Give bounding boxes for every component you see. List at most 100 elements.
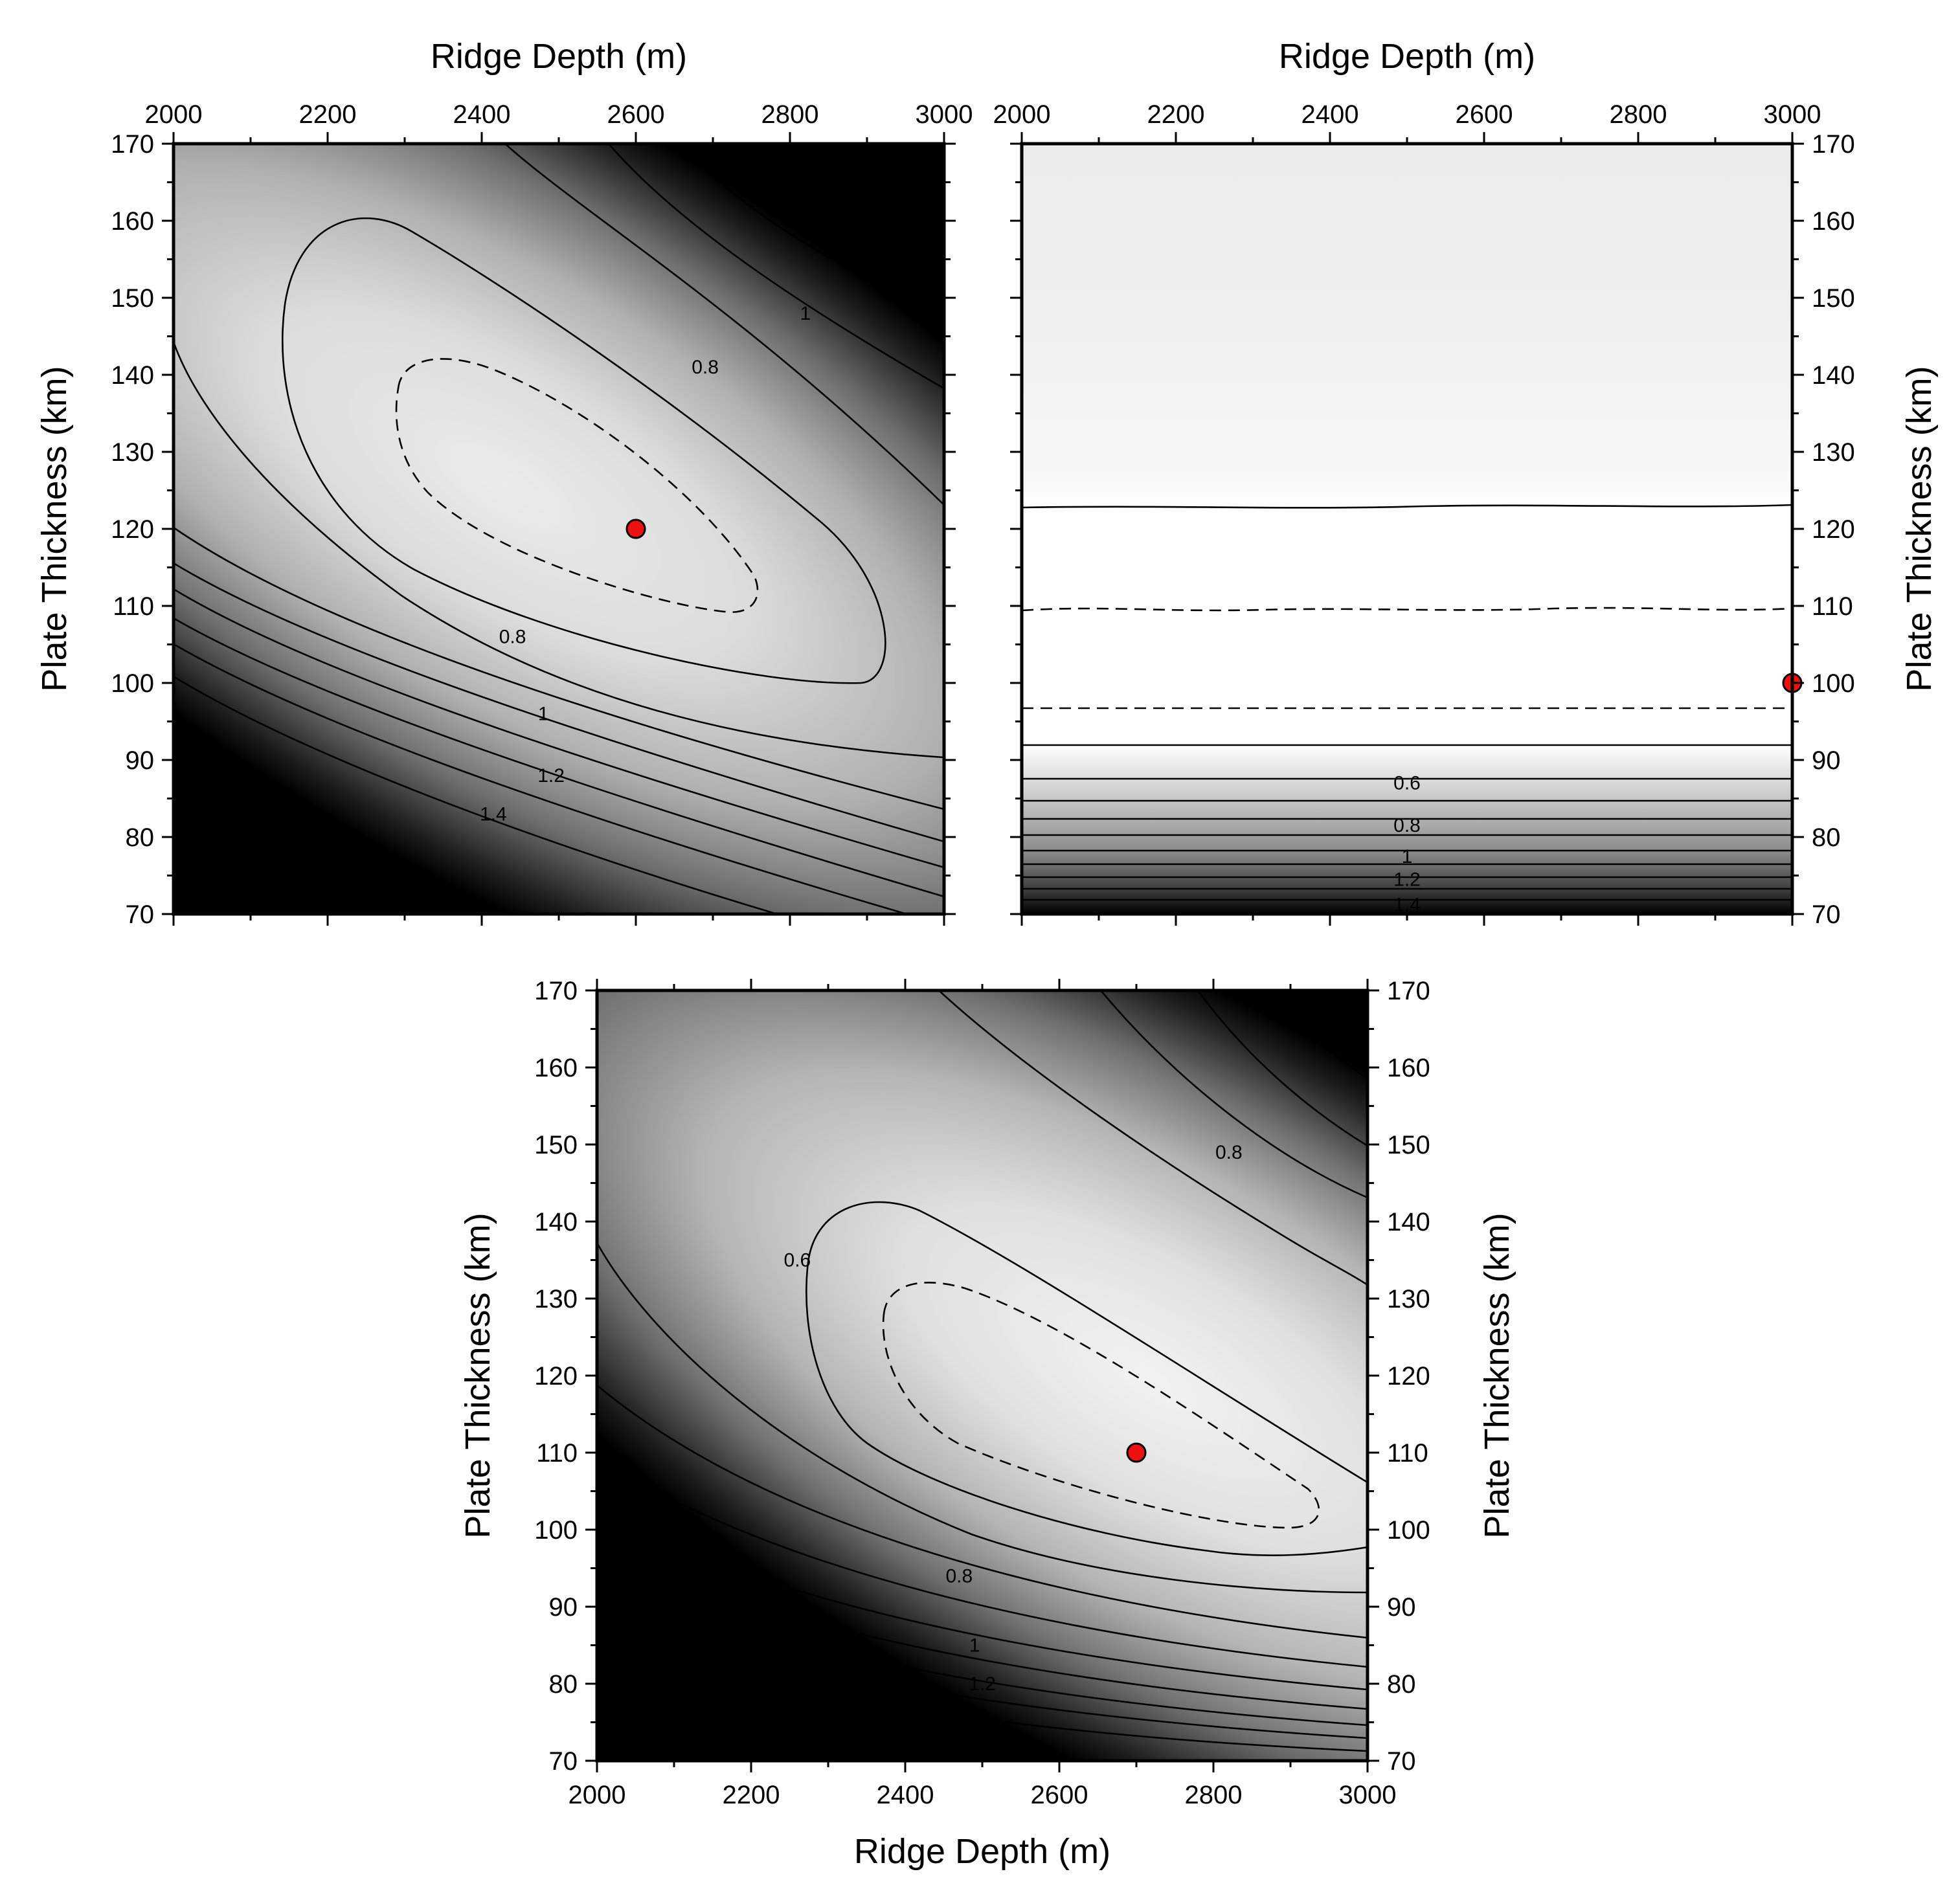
contour-line [882, 1282, 1320, 1529]
contour-label: 0.8 [692, 357, 719, 378]
x-axis-title: Ridge Depth (m) [854, 1832, 1110, 1871]
y-tick-label: 120 [1812, 515, 1855, 544]
contour-label: 0.8 [1393, 815, 1421, 836]
x-tick-label: 2200 [1147, 100, 1205, 129]
y-tick-label: 140 [111, 361, 154, 390]
y-tick-label: 150 [1812, 284, 1855, 313]
chart-panel-top-left: 0.8 1 1.2 0.8 1 1.2 1.4 2000 2200 2400 2600 2800 30… [35, 37, 973, 929]
contour-line [1326, 990, 1368, 1036]
y-tick-label: 110 [113, 592, 154, 621]
y-tick-label: 130 [534, 1285, 578, 1313]
contour-label: 1.2 [869, 218, 896, 240]
contour-label: 1.2 [537, 765, 565, 787]
x-tick-label: 2800 [761, 100, 819, 129]
contour-line [679, 144, 944, 312]
contour-line [597, 1385, 1368, 1639]
y-tick-label: 90 [1812, 746, 1841, 775]
y-tick-label: 140 [1812, 361, 1855, 390]
chart-panel-top-right: 0.6 0.8 11.2 1.4 2000 2200 2400 2600 2800 3000 70… [993, 37, 1939, 929]
y-axis-title: Plate Thickness (km) [35, 366, 74, 691]
y-tick-label: 90 [1387, 1593, 1416, 1622]
y-tick-label: 120 [1387, 1362, 1430, 1390]
y-tick-label: 140 [534, 1208, 578, 1236]
axis-ticks: 2000 2200 2400 2600 2800 3000 70 70 80 80 90 90 100 1… [534, 977, 1430, 1809]
y-tick-label: 140 [1387, 1208, 1430, 1236]
x-tick-label: 3000 [916, 100, 973, 129]
contour-line [597, 1242, 1368, 1594]
contour-line [1268, 990, 1368, 1079]
contour-line [597, 1636, 1368, 1752]
contour-line [597, 1575, 1368, 1726]
y-tick-label: 150 [1387, 1131, 1430, 1159]
y-tick-label: 110 [1812, 592, 1853, 621]
contour-line [1100, 990, 1368, 1199]
y-axis-title-right: Plate Thickness (km) [1478, 1212, 1516, 1538]
contour-line [597, 1507, 1368, 1691]
contour-line [174, 526, 944, 810]
contour-line [504, 144, 944, 506]
contour-line [174, 617, 944, 898]
x-tick-label: 2000 [569, 1781, 626, 1809]
contour-line [282, 217, 886, 684]
y-tick-label: 130 [111, 438, 154, 467]
x-tick-label: 2800 [1610, 100, 1667, 129]
contour-label: 1 [800, 303, 811, 324]
y-tick-label: 100 [1812, 669, 1855, 698]
contour-line [174, 341, 944, 759]
contour-label: 1.4 [480, 803, 507, 825]
y-tick-label: 80 [549, 1670, 578, 1699]
heatmap-surface [597, 990, 1368, 1761]
y-tick-label: 100 [111, 669, 154, 698]
contour-line [1022, 607, 1792, 612]
x-tick-label: 2600 [1031, 1781, 1088, 1809]
contour-lines [597, 990, 1368, 1752]
x-tick-label: 2000 [993, 100, 1051, 129]
contour-line [597, 1543, 1368, 1710]
contour-line [597, 1604, 1368, 1739]
contour-line [818, 144, 944, 207]
y-tick-label: 160 [1387, 1054, 1430, 1082]
contour-line [1197, 990, 1368, 1147]
y-tick-label: 120 [534, 1362, 578, 1390]
y-tick-label: 120 [111, 515, 154, 544]
contour-label: 1.4 [961, 1704, 988, 1726]
contour-line [899, 144, 944, 170]
y-tick-label: 160 [111, 207, 154, 236]
y-tick-label: 150 [111, 284, 154, 313]
contour-line [861, 144, 944, 189]
y-tick-label: 170 [1387, 977, 1430, 1005]
contour-line [805, 1201, 1368, 1556]
contour-label: 0.8 [945, 1565, 973, 1587]
x-tick-label: 2600 [1456, 100, 1513, 129]
x-tick-label: 2200 [723, 1781, 780, 1809]
x-tick-label: 2800 [1185, 1781, 1243, 1809]
y-tick-label: 70 [1812, 900, 1841, 929]
contour-labels: 0.8 1 1.2 0.8 1 1.2 1.4 [480, 218, 896, 825]
y-tick-label: 110 [1387, 1439, 1428, 1468]
x-tick-label: 2400 [1301, 100, 1359, 129]
y-tick-label: 80 [1812, 823, 1841, 852]
x-axis-title: Ridge Depth (m) [1279, 37, 1535, 76]
y-tick-label: 70 [549, 1747, 578, 1776]
y-tick-label: 160 [534, 1054, 578, 1082]
contour-line [174, 562, 944, 843]
contour-line [1022, 504, 1792, 509]
y-tick-label: 70 [126, 900, 155, 929]
contour-line [174, 588, 944, 869]
contour-line [597, 1455, 1368, 1668]
contour-line [608, 144, 944, 390]
x-tick-label: 3000 [1764, 100, 1821, 129]
heatmap-surface [174, 144, 944, 914]
y-tick-label: 90 [126, 746, 155, 775]
contour-label: 0.6 [1393, 773, 1421, 794]
x-tick-label: 2000 [145, 100, 203, 129]
x-tick-label: 2600 [607, 100, 665, 129]
contour-labels: 0.6 0.8 1 0.8 1 1.2 1.4 [784, 1026, 1350, 1725]
contour-lines [174, 144, 944, 914]
contour-label: 1 [1402, 846, 1413, 867]
contour-label: 0.8 [1215, 1142, 1243, 1163]
heatmap-surface [1022, 144, 1792, 914]
axis-ticks: 2000 2200 2400 2600 2800 3000 70 80 90 100 110 120 1… [111, 100, 973, 929]
axis-ticks: 2000 2200 2400 2600 2800 3000 70 80 90 100 110 120 1… [993, 100, 1855, 929]
x-tick-label: 2400 [877, 1781, 934, 1809]
